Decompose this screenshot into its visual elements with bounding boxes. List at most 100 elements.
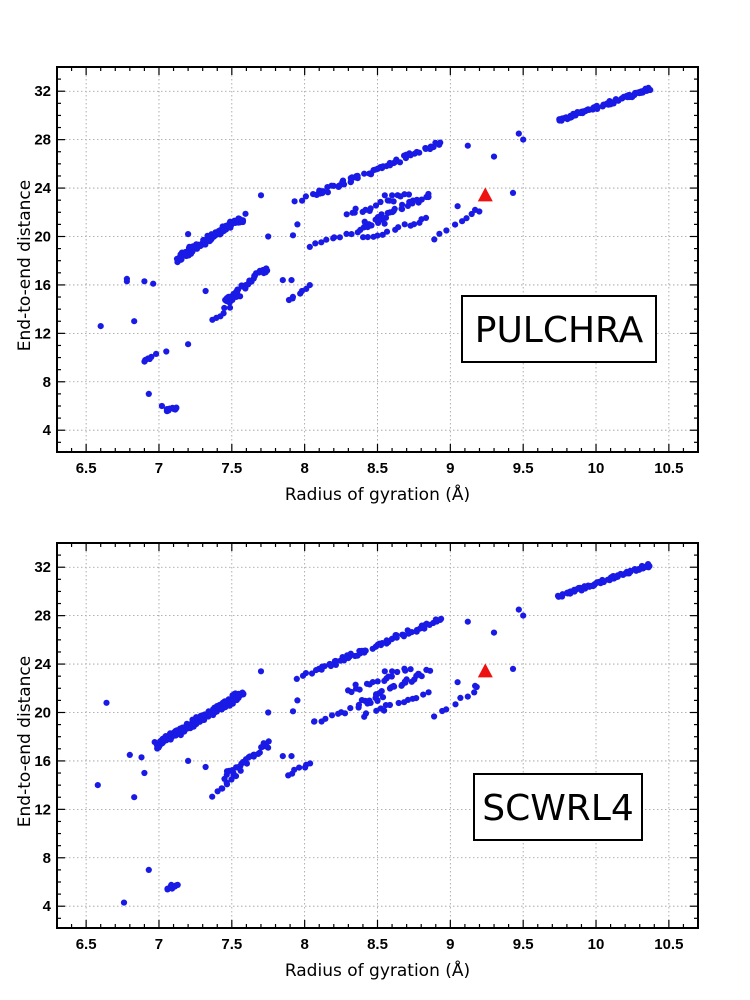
data-point bbox=[393, 156, 400, 163]
data-point bbox=[416, 149, 423, 156]
grid-lines bbox=[57, 543, 698, 928]
data-point bbox=[400, 633, 407, 640]
y-tick-label: 16 bbox=[34, 277, 51, 294]
data-point bbox=[219, 785, 226, 792]
data-point bbox=[263, 265, 270, 272]
y-tick-label: 24 bbox=[34, 180, 51, 197]
data-point bbox=[294, 221, 301, 228]
data-point bbox=[174, 881, 181, 889]
data-point bbox=[401, 221, 408, 228]
data-point bbox=[443, 227, 450, 234]
data-point bbox=[141, 278, 148, 285]
data-point bbox=[374, 232, 381, 239]
data-point bbox=[599, 578, 606, 585]
data-point bbox=[457, 694, 464, 702]
data-point bbox=[383, 228, 391, 235]
data-point bbox=[184, 725, 191, 732]
x-tick-label: 8 bbox=[300, 936, 308, 953]
data-point bbox=[431, 236, 438, 243]
data-point bbox=[471, 689, 478, 696]
data-point bbox=[395, 224, 402, 231]
data-point bbox=[381, 192, 388, 199]
data-point bbox=[379, 231, 386, 238]
data-point bbox=[223, 779, 230, 786]
data-point bbox=[167, 736, 174, 743]
x-axis-label: Radius of gyration (Å) bbox=[285, 483, 470, 505]
data-point bbox=[395, 699, 402, 707]
data-point bbox=[123, 278, 130, 285]
data-point bbox=[515, 130, 522, 137]
data-point bbox=[178, 256, 185, 263]
data-point bbox=[437, 139, 444, 146]
y-tick-label: 12 bbox=[34, 325, 51, 342]
data-point bbox=[324, 184, 331, 191]
data-point bbox=[382, 214, 390, 221]
data-point bbox=[120, 899, 128, 906]
data-point bbox=[468, 210, 475, 218]
data-point bbox=[403, 676, 410, 683]
data-point bbox=[322, 715, 329, 722]
data-point bbox=[299, 197, 306, 204]
data-point bbox=[257, 192, 265, 199]
data-point bbox=[279, 753, 286, 760]
data-point bbox=[379, 694, 387, 701]
data-point bbox=[367, 205, 374, 212]
data-point bbox=[378, 688, 385, 695]
data-point bbox=[454, 679, 461, 686]
x-tick-label: 7 bbox=[155, 460, 163, 477]
y-tick-label: 20 bbox=[34, 704, 51, 721]
data-point bbox=[348, 688, 355, 696]
data-point bbox=[436, 230, 443, 237]
data-point bbox=[357, 226, 364, 233]
data-point bbox=[399, 201, 406, 208]
data-point bbox=[185, 341, 192, 348]
data-point bbox=[131, 318, 138, 325]
data-point bbox=[360, 234, 367, 241]
x-tick-label: 7.5 bbox=[221, 936, 242, 953]
data-point bbox=[343, 211, 350, 218]
axis-ticks bbox=[57, 542, 699, 928]
x-tick-label: 9 bbox=[446, 460, 454, 477]
data-point bbox=[369, 679, 376, 686]
data-point bbox=[452, 701, 459, 708]
x-tick-labels: 6.5 7 7.5 8 8.5 9 9.5 10 10.5 bbox=[76, 936, 684, 953]
data-point bbox=[242, 210, 249, 217]
y-tick-label: 4 bbox=[43, 422, 52, 439]
data-point bbox=[324, 189, 331, 196]
y-tick-labels: 4 8 12 16 20 24 28 32 bbox=[34, 559, 51, 915]
data-point bbox=[141, 769, 148, 777]
data-point bbox=[389, 668, 396, 675]
y-axis-label: End-to-end distance bbox=[15, 656, 35, 827]
data-point bbox=[347, 705, 354, 712]
data-point bbox=[302, 193, 309, 200]
data-point bbox=[221, 304, 228, 312]
y-tick-label: 16 bbox=[34, 753, 51, 770]
data-point bbox=[418, 196, 425, 203]
data-point bbox=[409, 200, 416, 207]
x-axis-label: Radius of gyration (Å) bbox=[285, 959, 470, 981]
data-point bbox=[372, 202, 380, 209]
panel-pulchra: 6.5 7 7.5 8 8.5 9 9.5 10 10.5 4 8 12 16 20 24 28 32 Rad… bbox=[15, 66, 699, 505]
data-point bbox=[288, 277, 295, 284]
data-point bbox=[401, 191, 408, 198]
data-point bbox=[293, 675, 300, 683]
data-point bbox=[418, 673, 425, 680]
data-point bbox=[407, 666, 414, 673]
data-point bbox=[336, 234, 343, 241]
data-point bbox=[312, 240, 319, 247]
data-point bbox=[138, 754, 145, 761]
y-tick-labels: 4 8 12 16 20 24 28 32 bbox=[34, 83, 51, 439]
data-point bbox=[232, 773, 240, 780]
data-point bbox=[520, 612, 527, 619]
data-point bbox=[145, 866, 152, 874]
data-point bbox=[361, 170, 368, 177]
data-point bbox=[413, 196, 420, 203]
y-tick-label: 12 bbox=[34, 801, 51, 818]
data-point bbox=[333, 658, 340, 665]
data-point bbox=[323, 236, 330, 243]
method-label-box bbox=[473, 773, 643, 841]
data-point bbox=[288, 753, 295, 760]
data-point bbox=[265, 709, 272, 716]
data-point bbox=[401, 665, 408, 672]
data-point bbox=[393, 632, 400, 639]
